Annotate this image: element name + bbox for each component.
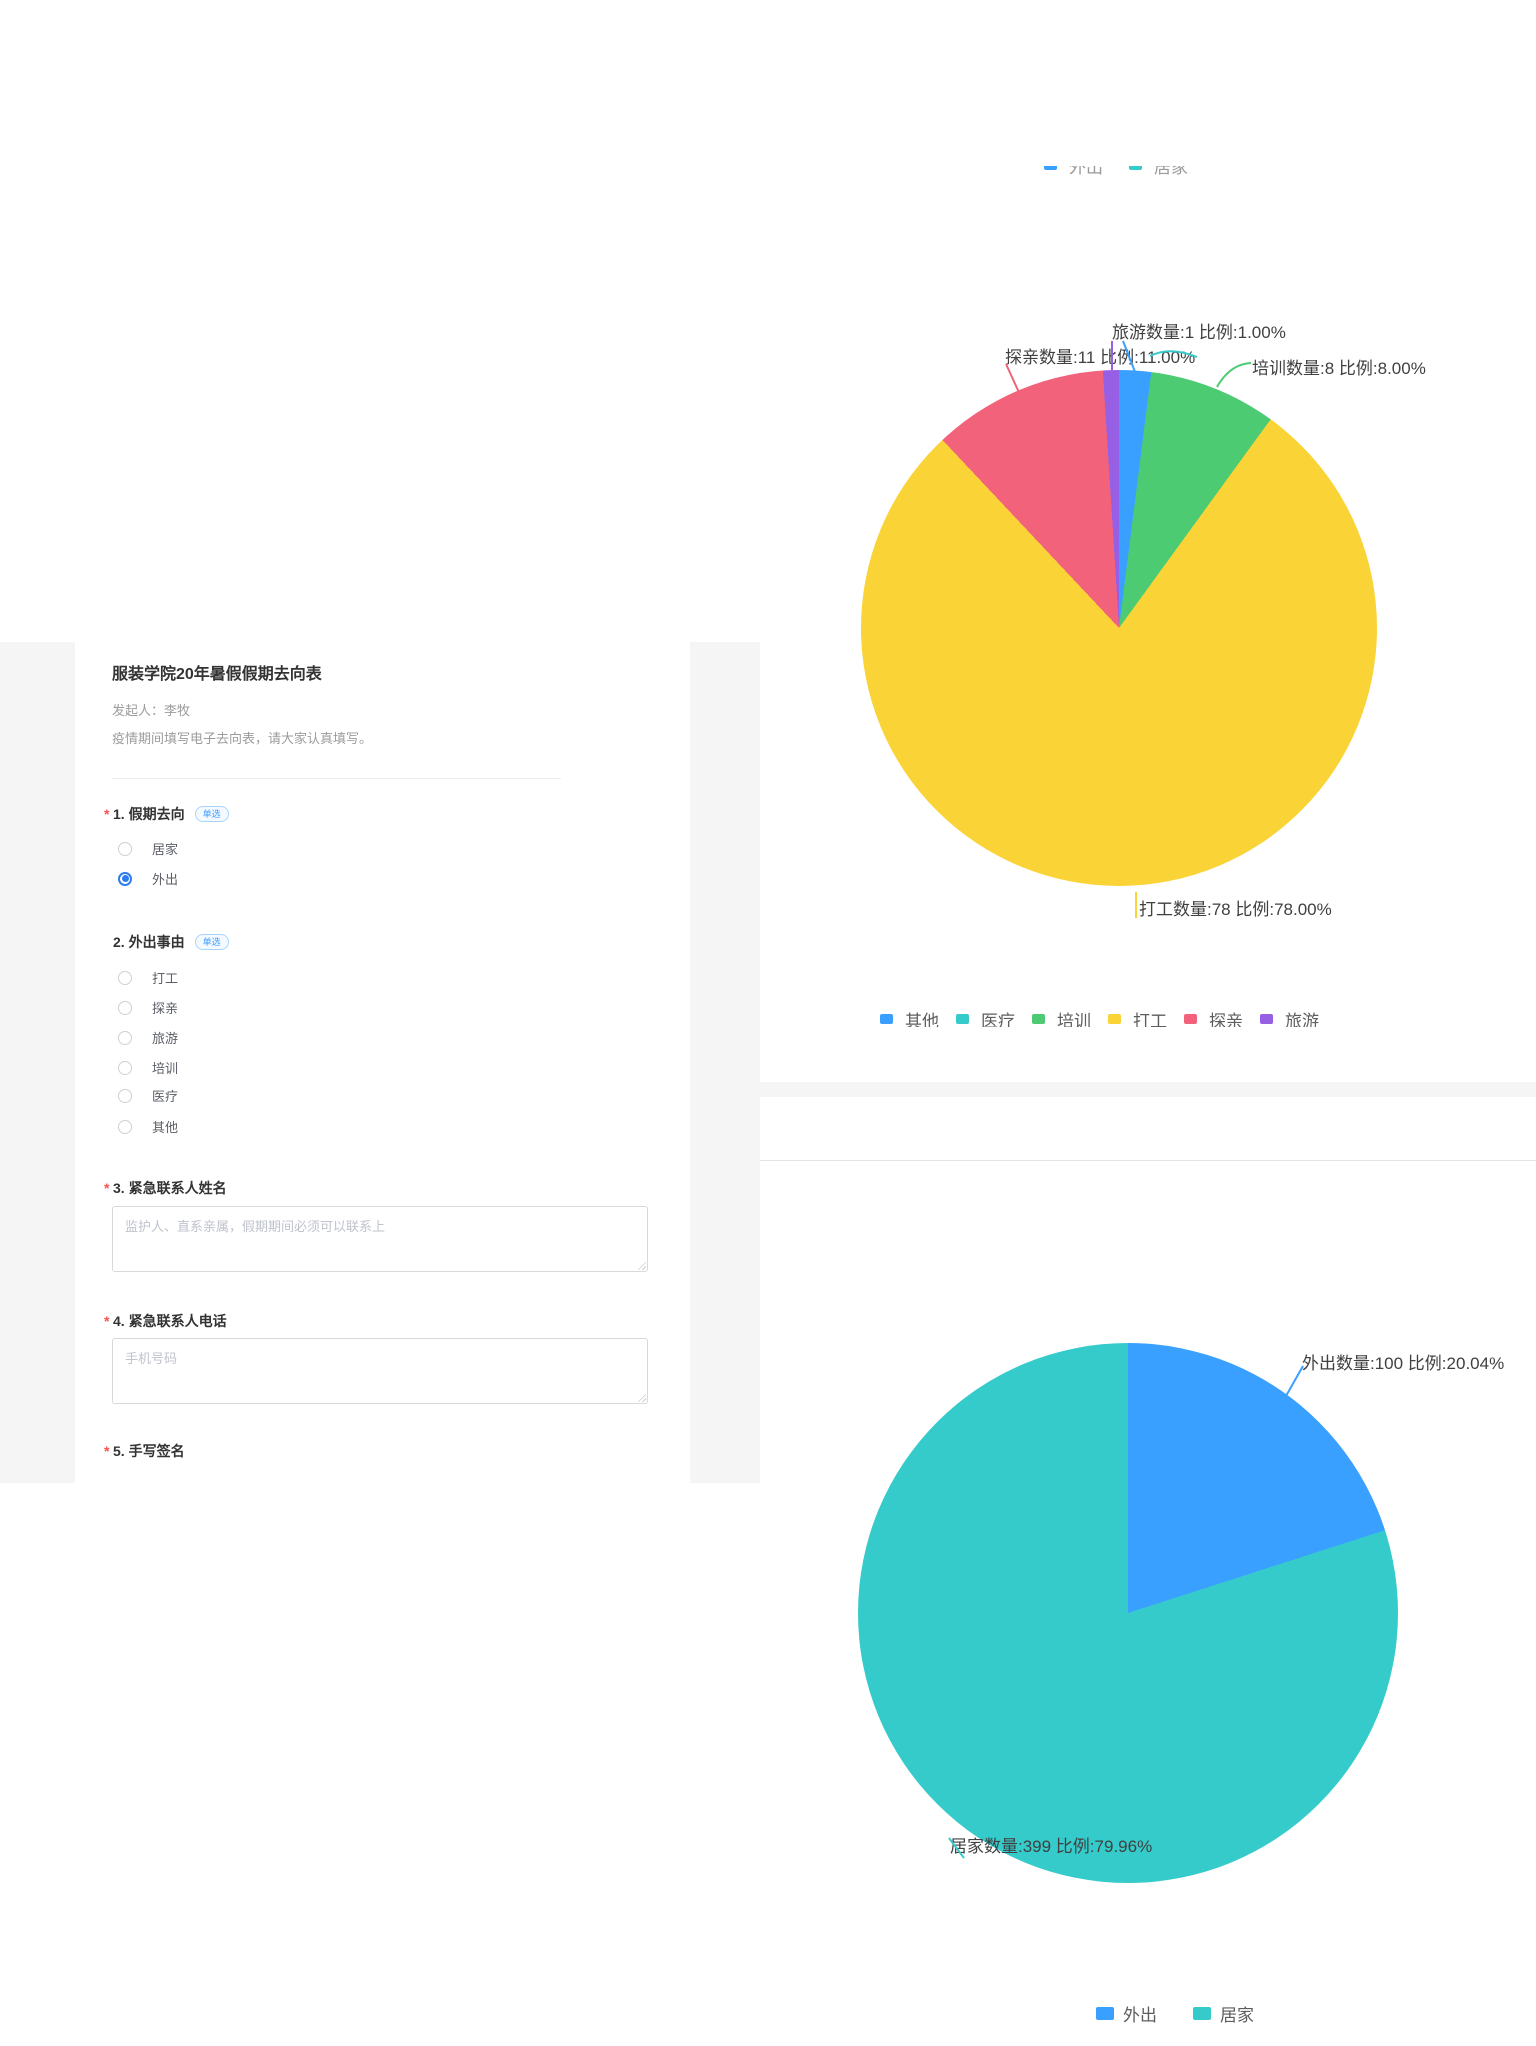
chart2-legend: 外出 居家 xyxy=(1096,2001,1254,2026)
legend-item-tanqin[interactable]: 探亲 xyxy=(1184,1007,1243,1027)
radio-unchecked-icon[interactable] xyxy=(118,841,132,856)
question-5-label: * 5. 手写签名 xyxy=(104,1443,185,1459)
divider xyxy=(112,778,561,779)
legend-swatch-pink xyxy=(1184,1014,1197,1024)
q2-option-5[interactable]: 其他 xyxy=(118,1117,178,1136)
q2-option-2[interactable]: 旅游 xyxy=(118,1028,178,1047)
legend-swatch-teal xyxy=(1193,2006,1211,2020)
single-choice-badge: 单选 xyxy=(194,934,229,950)
legend-swatch-green xyxy=(1032,1014,1045,1024)
legend-item-qita[interactable]: 其他 xyxy=(880,1007,939,1027)
question-4-label: * 4. 紧急联系人电话 xyxy=(104,1313,227,1329)
legend-swatch-yellow xyxy=(1108,1014,1121,1024)
clipped-legend-fragment: 外出 居家 xyxy=(1044,166,1264,175)
form-left-gutter xyxy=(0,642,75,1483)
legend-item-yiliao[interactable]: 医疗 xyxy=(956,1007,1015,1027)
resize-grip-icon[interactable] xyxy=(636,1260,646,1270)
q1-option-1[interactable]: 外出 xyxy=(118,869,178,888)
q2-option-3[interactable]: 培训 xyxy=(118,1058,178,1077)
section-divider-line xyxy=(760,1160,1536,1161)
legend-item-dagong[interactable]: 打工 xyxy=(1108,1007,1167,1027)
single-choice-badge: 单选 xyxy=(194,806,229,822)
radio-unchecked-icon[interactable] xyxy=(118,1030,132,1045)
pie-label-training: 培训数量:8 比例:8.00% xyxy=(1252,359,1426,378)
legend-item-waichu[interactable]: 外出 xyxy=(1044,166,1103,175)
question-1-label: * 1. 假期去向 单选 xyxy=(104,804,229,824)
question-3-label: * 3. 紧急联系人姓名 xyxy=(104,1180,227,1196)
pie-label-travel: 旅游数量:1 比例:1.00% xyxy=(1112,323,1286,342)
radio-checked-icon[interactable] xyxy=(118,871,132,886)
q2-option-4[interactable]: 医疗 xyxy=(118,1086,178,1105)
contact-name-field-wrap xyxy=(112,1206,648,1272)
form-title: 服装学院20年暑假假期去向表 xyxy=(112,666,322,683)
q1-option-0[interactable]: 居家 xyxy=(118,839,178,858)
legend-item-jujia[interactable]: 居家 xyxy=(1193,2001,1254,2026)
q2-option-0[interactable]: 打工 xyxy=(118,968,178,987)
form-description: 疫情期间填写电子去向表，请大家认真填写。 xyxy=(112,731,373,746)
contact-phone-input[interactable] xyxy=(112,1338,648,1404)
legend-swatch-purple xyxy=(1260,1014,1273,1024)
pie-label-visit-family: 探亲数量:11 比例:11.00% xyxy=(1005,348,1196,367)
legend-item-jujia[interactable]: 居家 xyxy=(1129,166,1188,175)
chart1-legend: 其他 医疗 培训 打工 探亲 旅游 xyxy=(880,1008,1319,1027)
resize-grip-icon[interactable] xyxy=(636,1392,646,1402)
pie-holiday-destination[interactable] xyxy=(858,1343,1398,1883)
legend-swatch-teal xyxy=(956,1014,969,1024)
legend-swatch-teal xyxy=(1129,166,1142,170)
pie-label-stay-home: 居家数量:399 比例:79.96% xyxy=(950,1837,1153,1856)
chart-outing-reason: 旅游数量:1 比例:1.00% 探亲数量:11 比例:11.00% 培训数量:8… xyxy=(760,176,1536,1027)
radio-unchecked-icon[interactable] xyxy=(118,1119,132,1134)
radio-unchecked-icon[interactable] xyxy=(118,970,132,985)
form-right-gutter xyxy=(690,642,760,1483)
callout-line-waichu xyxy=(1285,1365,1304,1397)
pie-outing-reason[interactable] xyxy=(861,370,1377,886)
question-2-label: 2. 外出事由 单选 xyxy=(104,932,229,952)
pie-label-work: 打工数量:78 比例:78.00% xyxy=(1139,900,1332,919)
radio-unchecked-icon[interactable] xyxy=(118,1088,132,1103)
radio-unchecked-icon[interactable] xyxy=(118,1000,132,1015)
legend-swatch-blue xyxy=(1044,166,1057,170)
required-asterisk: * xyxy=(104,806,110,822)
legend-item-peixun[interactable]: 培训 xyxy=(1032,1007,1091,1027)
q2-option-1[interactable]: 探亲 xyxy=(118,998,178,1017)
legend-item-lvyou[interactable]: 旅游 xyxy=(1260,1007,1319,1027)
form-initiator: 发起人：李牧 xyxy=(112,703,191,718)
legend-item-waichu[interactable]: 外出 xyxy=(1096,2001,1157,2026)
legend-swatch-blue xyxy=(880,1014,893,1024)
legend-swatch-blue xyxy=(1096,2006,1114,2020)
survey-form-card: 服装学院20年暑假假期去向表 发起人：李牧 疫情期间填写电子去向表，请大家认真填… xyxy=(75,642,690,1483)
pie-label-going-out: 外出数量:100 比例:20.04% xyxy=(1302,1354,1505,1373)
contact-phone-field-wrap xyxy=(112,1338,648,1404)
section-separator-band xyxy=(760,1082,1536,1097)
radio-unchecked-icon[interactable] xyxy=(118,1060,132,1075)
contact-name-input[interactable] xyxy=(112,1206,648,1272)
